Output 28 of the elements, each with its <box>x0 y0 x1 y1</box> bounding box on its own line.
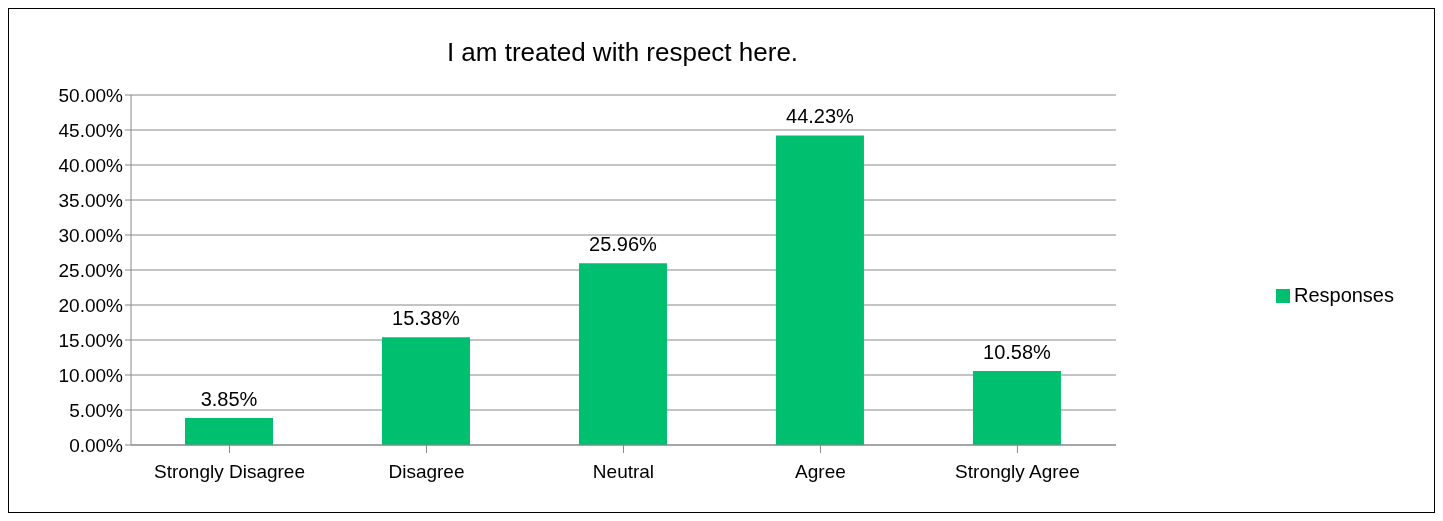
y-tick-label: 5.00% <box>69 399 124 421</box>
y-tick-label: 20.00% <box>58 294 124 316</box>
bar <box>381 337 470 445</box>
y-tick-label: 25.00% <box>58 259 124 281</box>
bar <box>972 370 1061 445</box>
x-tick-label: Strongly Disagree <box>153 461 306 483</box>
bar <box>578 263 667 445</box>
x-tick-label: Strongly Agree <box>955 461 1080 483</box>
x-tick-label: Disagree <box>388 461 465 483</box>
data-label: 25.96% <box>589 233 658 256</box>
y-tick-label: 10.00% <box>58 364 124 386</box>
bar <box>775 135 864 445</box>
x-tick-label: Agree <box>795 461 846 483</box>
chart-title: I am treated with respect here. <box>445 37 800 68</box>
y-tick-label: 35.00% <box>58 189 124 211</box>
legend-label: Responses <box>1293 283 1394 306</box>
bar <box>185 418 273 445</box>
y-tick-label: 30.00% <box>58 224 124 246</box>
data-label: 44.23% <box>786 105 855 128</box>
y-tick-label: 50.00% <box>58 84 124 106</box>
y-tick-label: 15.00% <box>58 329 124 351</box>
data-label: 10.58% <box>983 340 1052 363</box>
data-label: 3.85% <box>200 388 258 411</box>
y-tick-label: 40.00% <box>58 154 124 176</box>
data-label: 15.38% <box>392 307 461 330</box>
y-tick-label: 0.00% <box>69 434 124 456</box>
x-tick-label: Neutral <box>592 461 655 483</box>
y-tick-label: 45.00% <box>58 119 124 141</box>
